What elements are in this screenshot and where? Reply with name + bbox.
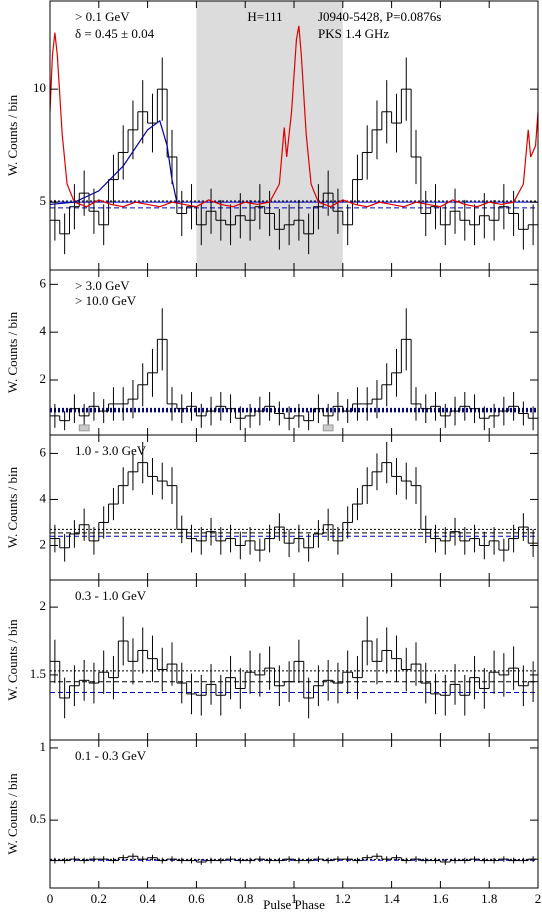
- y-axis-label: W. Counts / bin: [5, 773, 20, 855]
- legend-label: > 0.1 GeV: [75, 9, 130, 24]
- line-series: [50, 25, 538, 208]
- x-tick-label: 0.2: [91, 891, 107, 906]
- y-tick-label: 4: [40, 490, 47, 505]
- annotation: δ = 0.45 ± 0.04: [75, 26, 155, 41]
- y-tick-label: 5: [40, 193, 47, 208]
- legend-label: > 10.0 GeV: [75, 293, 137, 308]
- legend-label: 0.3 - 1.0 GeV: [75, 588, 147, 603]
- x-tick-label: 1.2: [335, 891, 351, 906]
- x-axis-label: Pulse Phase: [263, 897, 325, 912]
- plot-area: [50, 616, 538, 719]
- annotation: H=111: [247, 9, 282, 24]
- plot-area: [50, 308, 538, 432]
- y-tick-label: 1.5: [30, 666, 46, 681]
- legend-label: 1.0 - 3.0 GeV: [75, 443, 147, 458]
- histogram-box: [322, 424, 334, 432]
- x-tick-label: 2: [535, 891, 542, 906]
- y-tick-label: 2: [40, 536, 47, 551]
- y-tick-label: 2: [40, 371, 47, 386]
- x-tick-label: 0.6: [188, 891, 205, 906]
- histogram-box: [78, 424, 90, 432]
- plot-area: [50, 441, 538, 562]
- x-tick-label: 1.4: [383, 891, 400, 906]
- y-tick-label: 4: [40, 323, 47, 338]
- y-axis-label: W. Counts / bin: [5, 466, 20, 548]
- y-tick-label: 10: [33, 80, 46, 95]
- y-tick-label: 6: [40, 444, 47, 459]
- y-tick-label: 0.5: [30, 811, 46, 826]
- y-axis-label: W. Counts / bin: [5, 94, 20, 176]
- line-series: [50, 119, 178, 206]
- x-tick-label: 1.6: [432, 891, 449, 906]
- y-tick-label: 6: [40, 275, 47, 290]
- plot-area: [50, 853, 538, 865]
- legend-label: > 3.0 GeV: [75, 278, 130, 293]
- plot-area: [50, 1, 538, 270]
- legend-label: PKS 1.4 GHz: [318, 26, 389, 41]
- x-tick-label: 0.8: [237, 891, 253, 906]
- legend-label: 0.1 - 0.3 GeV: [75, 748, 147, 763]
- y-axis-label: W. Counts / bin: [5, 311, 20, 393]
- y-axis-label: W. Counts / bin: [5, 619, 20, 701]
- x-tick-label: 1.8: [481, 891, 497, 906]
- x-tick-label: 1: [291, 891, 298, 906]
- y-tick-label: 2: [40, 598, 47, 613]
- y-tick-label: 1: [40, 739, 47, 754]
- x-tick-label: 0.4: [139, 891, 156, 906]
- annotation: J0940-5428, P=0.0876s: [318, 9, 441, 24]
- x-tick-label: 0: [47, 891, 54, 906]
